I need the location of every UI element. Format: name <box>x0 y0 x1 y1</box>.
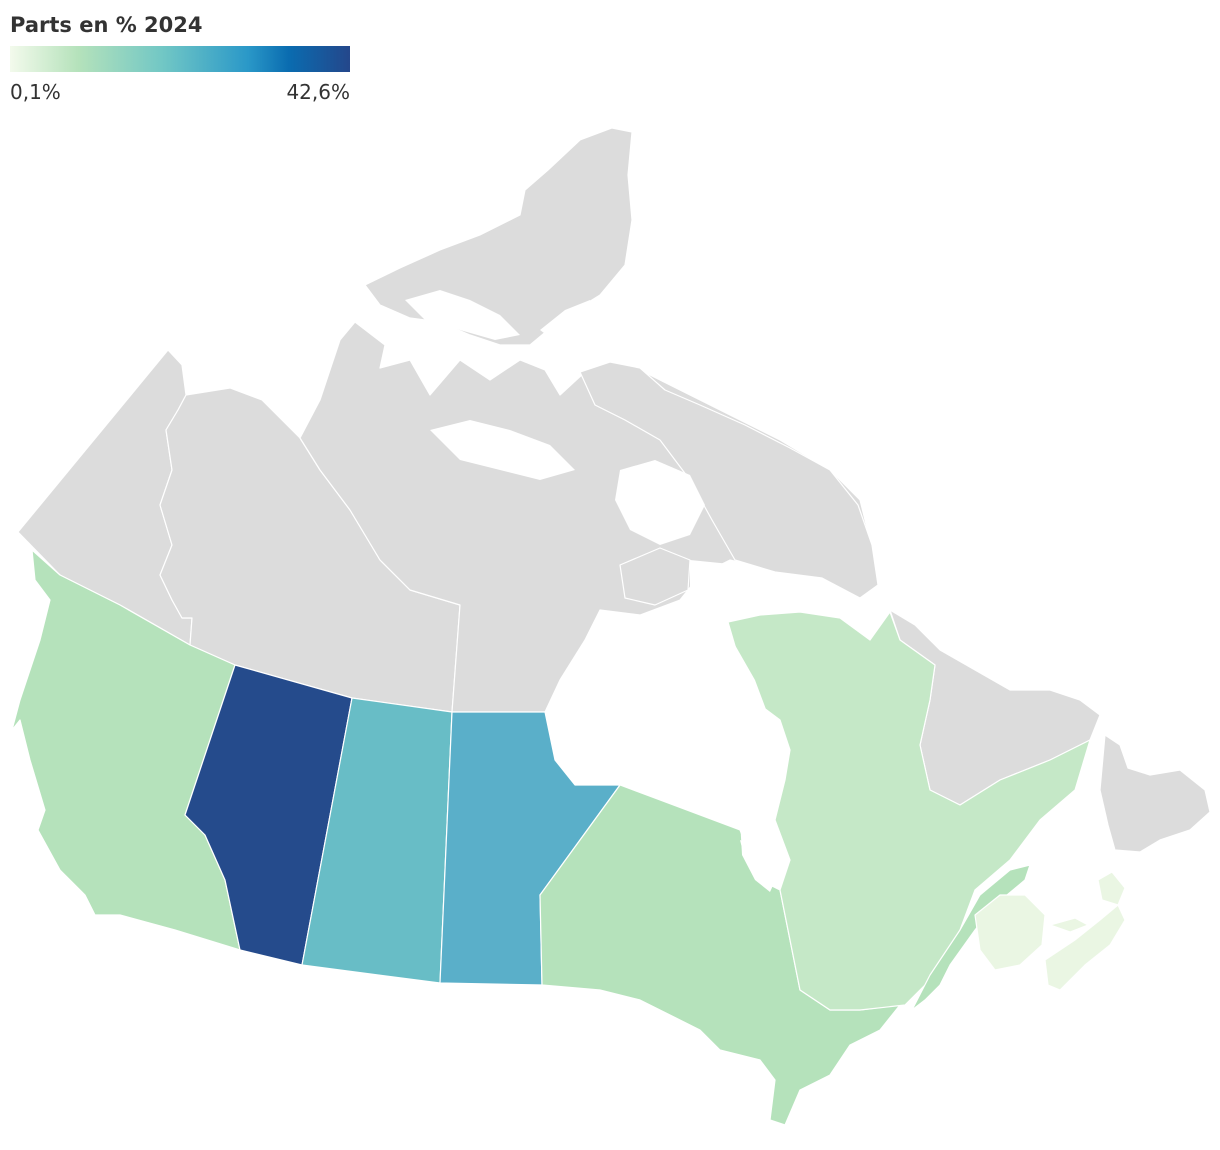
hudson-strait <box>690 560 830 605</box>
foxe-basin <box>615 460 705 545</box>
newfoundland-island-region[interactable] <box>1099 734 1211 853</box>
gaspe-peninsula-region[interactable] <box>911 864 1031 1011</box>
james-bay <box>740 815 780 892</box>
legend-color-scale <box>10 46 350 72</box>
british-columbia-region[interactable] <box>11 549 241 951</box>
legend-title: Parts en % 2024 <box>10 13 203 37</box>
new-brunswick-region[interactable] <box>974 894 1046 971</box>
nova-scotia-region[interactable] <box>1044 904 1126 991</box>
gulf-of-st-lawrence <box>1010 840 1110 880</box>
arctic-channel-2 <box>540 300 600 345</box>
quebec-region[interactable] <box>727 611 1091 1011</box>
prince-edward-island-region[interactable] <box>1049 917 1089 933</box>
cape-breton-region[interactable] <box>1097 871 1126 906</box>
arctic-channel-3 <box>430 420 575 480</box>
southampton-island-region[interactable] <box>619 547 691 606</box>
legend-max-label: 42,6% <box>286 80 350 104</box>
legend-min-label: 0,1% <box>10 80 61 104</box>
map-legend: Parts en % 2024 0,1% 42,6% <box>10 12 350 106</box>
hudson-bay <box>545 625 785 880</box>
baffin-island-region[interactable] <box>579 361 879 599</box>
arctic-channel-1 <box>405 290 520 340</box>
